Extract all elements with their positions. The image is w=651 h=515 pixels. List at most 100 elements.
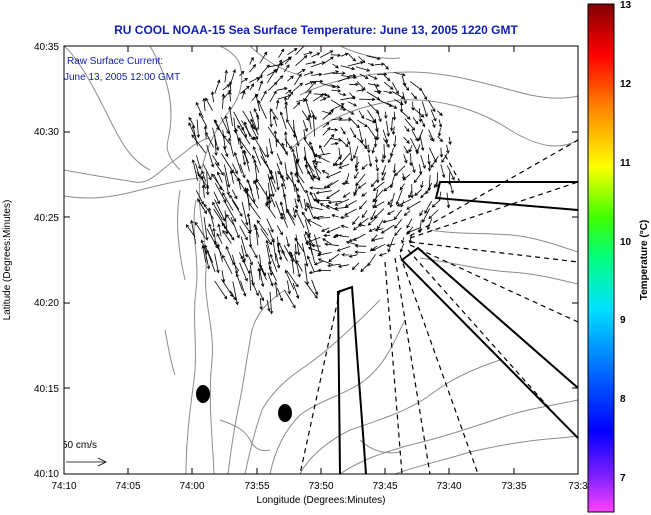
current-vector xyxy=(214,119,225,138)
current-vector xyxy=(361,163,368,170)
current-vector xyxy=(437,127,442,137)
y-tick-label: 40:35 xyxy=(34,42,59,53)
colorbar-tick-label: 8 xyxy=(620,394,626,405)
current-vector xyxy=(355,66,371,72)
current-vector xyxy=(283,96,288,120)
current-vector xyxy=(319,144,324,155)
current-vector xyxy=(383,183,394,192)
current-vector xyxy=(305,236,321,244)
current-vector xyxy=(387,199,393,206)
current-vector xyxy=(314,234,322,257)
current-vector xyxy=(185,224,196,238)
radial-lines xyxy=(299,139,578,474)
current-vector xyxy=(368,62,375,67)
current-vector xyxy=(353,189,358,197)
current-vector xyxy=(198,112,208,127)
current-vector xyxy=(331,89,342,93)
current-vector xyxy=(354,250,366,254)
current-vector xyxy=(313,175,321,181)
current-vector xyxy=(305,80,317,94)
current-vector xyxy=(253,107,260,120)
current-vector xyxy=(235,273,243,291)
current-vector xyxy=(357,223,366,228)
current-vector xyxy=(384,111,388,120)
current-vector xyxy=(368,154,373,168)
current-vector xyxy=(374,62,385,66)
current-vector xyxy=(348,116,360,129)
current-vector xyxy=(240,77,248,83)
current-vector xyxy=(394,227,402,237)
current-vector xyxy=(359,129,364,144)
current-vector xyxy=(365,118,377,124)
current-vector xyxy=(386,210,395,215)
current-vector xyxy=(229,194,240,210)
current-vector xyxy=(396,198,412,207)
current-vector xyxy=(210,91,215,103)
current-vector xyxy=(289,170,296,192)
current-vector xyxy=(374,227,384,232)
current-vector xyxy=(287,48,298,55)
current-vector xyxy=(336,246,351,252)
current-vector xyxy=(294,237,305,253)
current-vector xyxy=(229,169,234,184)
current-vector xyxy=(255,178,270,200)
current-vector xyxy=(241,201,249,226)
current-vector xyxy=(338,137,349,148)
current-vector xyxy=(303,51,313,56)
current-vector xyxy=(295,234,301,256)
current-vector xyxy=(394,165,406,176)
current-vector xyxy=(437,135,443,143)
current-vector xyxy=(249,83,255,91)
current-vector xyxy=(435,172,439,188)
current-vector xyxy=(274,281,278,298)
current-vector xyxy=(367,216,378,226)
current-vector xyxy=(358,110,365,120)
current-vector xyxy=(402,91,407,105)
current-vector xyxy=(393,135,397,148)
current-vector xyxy=(356,81,366,91)
current-vector xyxy=(411,162,416,174)
current-vector xyxy=(403,154,408,164)
current-vector xyxy=(238,137,252,156)
current-vector xyxy=(303,157,315,173)
current-vector xyxy=(280,174,287,190)
current-vector xyxy=(211,173,225,192)
current-vector xyxy=(374,89,382,94)
current-vector xyxy=(331,141,339,146)
current-vector xyxy=(307,246,322,253)
current-vector xyxy=(321,227,330,232)
current-vector xyxy=(266,299,271,312)
current-vector xyxy=(349,127,357,139)
current-vector xyxy=(367,126,378,141)
x-axis-label: Longitude (Degrees:Minutes) xyxy=(257,495,386,506)
current-vector xyxy=(267,68,277,84)
current-vector xyxy=(303,198,308,212)
current-vector xyxy=(356,88,366,92)
current-vector xyxy=(194,221,206,238)
current-vector xyxy=(306,255,315,273)
current-vector xyxy=(237,177,241,190)
current-vector xyxy=(241,245,246,263)
current-vector xyxy=(387,153,394,164)
current-vector xyxy=(391,82,399,95)
current-vector xyxy=(427,154,431,166)
current-vector xyxy=(287,91,294,100)
current-vector xyxy=(216,232,223,244)
current-vector xyxy=(352,215,360,225)
current-vector xyxy=(205,172,210,196)
current-vector xyxy=(280,212,288,228)
current-vector xyxy=(246,212,251,229)
current-vector xyxy=(284,56,292,65)
current-vector xyxy=(201,244,207,263)
x-tick-label: 74:10 xyxy=(51,481,76,492)
current-vector xyxy=(296,68,306,75)
current-vector xyxy=(377,72,388,77)
current-vector xyxy=(294,73,302,86)
current-vector xyxy=(195,101,204,119)
current-vector xyxy=(367,83,380,88)
current-vector xyxy=(348,53,357,62)
current-vector xyxy=(231,199,243,217)
current-vector xyxy=(384,75,391,82)
current-vector xyxy=(248,234,253,248)
